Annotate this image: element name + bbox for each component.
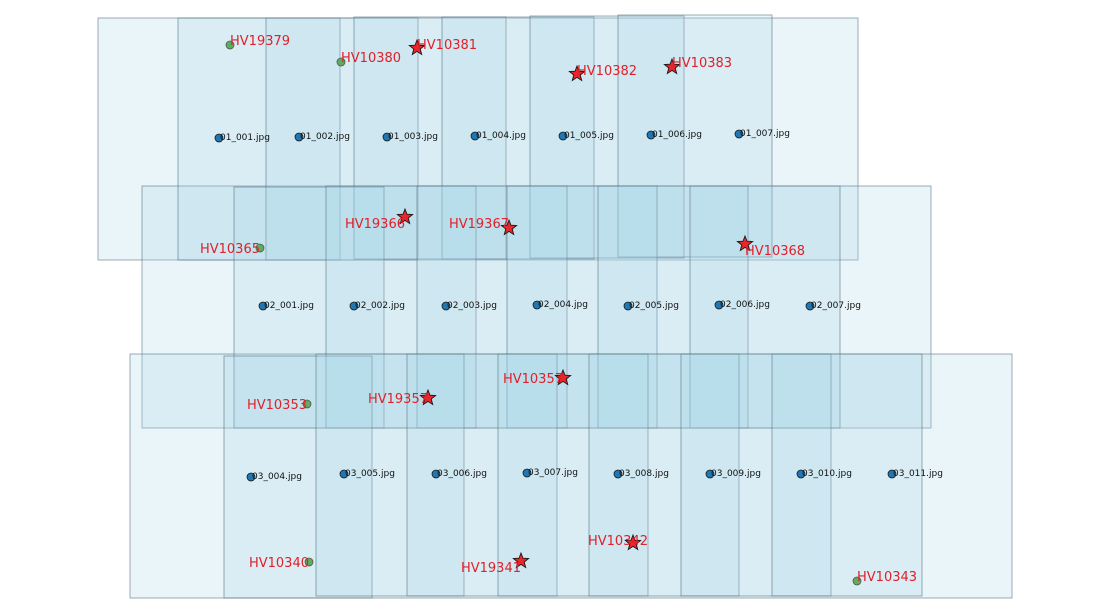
image-center-03-005	[339, 469, 349, 479]
gcp-label-hv10368: HV10368	[745, 244, 805, 259]
gcp-label-hv19357: HV19357	[368, 392, 428, 407]
gcp-marker-hv10343	[852, 576, 862, 586]
gcp-label-hv10357: HV10357	[503, 372, 563, 387]
gcp-marker-hv10342	[624, 533, 642, 551]
gcp-marker-hv10381	[408, 38, 426, 56]
gcp-marker-hv10357	[554, 368, 572, 386]
image-center-02-001	[258, 301, 268, 311]
image-center-01-004	[470, 131, 480, 141]
image-center-02-004	[532, 300, 542, 310]
image-label-01-004: 01_004.jpg	[476, 131, 526, 141]
image-centers: 01_001.jpg 01_002.jpg 01_003.jpg 01_004.jpg…	[214, 129, 943, 482]
image-label-03-011: 03_011.jpg	[893, 469, 943, 479]
gcp-marker-hv19367	[500, 218, 518, 236]
image-label-02-007: 02_007.jpg	[811, 301, 861, 311]
image-label-01-002: 01_002.jpg	[300, 132, 350, 142]
image-center-01-003	[382, 132, 392, 142]
image-center-03-009	[705, 469, 715, 479]
gcp-marker-hv10365	[255, 243, 265, 253]
image-center-01-001	[214, 133, 224, 143]
image-center-02-007	[805, 301, 815, 311]
image-label-02-004: 02_004.jpg	[538, 300, 588, 310]
image-center-01-007	[734, 129, 744, 139]
ground-control-points: HV19379 HV10380 HV10381 HV10382 HV10383 HV103…	[200, 34, 917, 586]
strip-extents	[97, 17, 1013, 599]
image-label-02-005: 02_005.jpg	[629, 301, 679, 311]
image-label-03-009: 03_009.jpg	[711, 469, 761, 479]
image-label-01-001: 01_001.jpg	[220, 133, 270, 143]
gcp-label-hv10340: HV10340	[249, 556, 309, 571]
gcp-label-hv10353: HV10353	[247, 398, 307, 413]
gcp-label-hv10365: HV10365	[200, 242, 260, 257]
gcp-label-hv10382: HV10382	[577, 64, 637, 79]
image-center-03-004	[246, 472, 256, 482]
image-label-03-010: 03_010.jpg	[802, 469, 852, 479]
gcp-label-hv10380: HV10380	[341, 51, 401, 66]
image-center-03-007	[522, 468, 532, 478]
gcp-label-hv10343: HV10343	[857, 570, 917, 585]
gcp-marker-hv19357	[419, 388, 437, 406]
footprint-02-006	[689, 185, 841, 429]
footprint-01-001	[177, 17, 341, 261]
footprint-03-007	[497, 353, 649, 597]
gcp-marker-hv19379	[225, 40, 235, 50]
image-label-01-005: 01_005.jpg	[564, 131, 614, 141]
image-center-02-006	[714, 300, 724, 310]
gcp-marker-hv10353	[302, 399, 312, 409]
image-label-03-006: 03_006.jpg	[437, 469, 487, 479]
image-center-03-010	[796, 469, 806, 479]
footprint-01-005	[529, 15, 685, 259]
image-label-03-004: 03_004.jpg	[252, 472, 302, 482]
image-center-02-003	[441, 301, 451, 311]
footprint-01-003	[353, 16, 507, 260]
image-footprints	[177, 14, 923, 599]
image-center-03-006	[431, 469, 441, 479]
image-label-02-003: 02_003.jpg	[447, 301, 497, 311]
image-center-02-005	[623, 301, 633, 311]
image-label-02-006: 02_006.jpg	[720, 300, 770, 310]
image-center-02-002	[349, 301, 359, 311]
image-label-03-007: 03_007.jpg	[528, 468, 578, 478]
image-center-01-002	[294, 132, 304, 142]
image-label-01-006: 01_006.jpg	[652, 130, 702, 140]
gcp-marker-hv10380	[336, 57, 346, 67]
image-center-01-006	[646, 130, 656, 140]
gcp-label-hv10381: HV10381	[417, 38, 477, 53]
image-label-01-003: 01_003.jpg	[388, 132, 438, 142]
gcp-label-hv19379: HV19379	[230, 34, 290, 49]
gcp-label-hv10342: HV10342	[588, 534, 648, 549]
image-label-03-008: 03_008.jpg	[619, 469, 669, 479]
gcp-label-hv19341: HV19341	[461, 561, 521, 576]
footprint-01-006	[617, 14, 773, 258]
gcp-label-hv19367: HV19367	[449, 217, 509, 232]
image-label-02-001: 02_001.jpg	[264, 301, 314, 311]
gcp-marker-hv19366	[396, 207, 414, 225]
image-center-01-005	[558, 131, 568, 141]
gcp-marker-hv10340	[304, 557, 314, 567]
image-label-03-005: 03_005.jpg	[345, 469, 395, 479]
gcp-marker-hv19341	[512, 551, 530, 569]
gcp-marker-hv10382	[568, 64, 586, 82]
gcp-marker-hv10383	[663, 57, 681, 75]
footprint-02-005	[597, 185, 749, 429]
gcp-label-hv10383: HV10383	[672, 56, 732, 71]
footprint-01-004	[441, 16, 595, 260]
image-center-03-011	[887, 469, 897, 479]
image-label-01-007: 01_007.jpg	[740, 129, 790, 139]
image-label-02-002: 02_002.jpg	[355, 301, 405, 311]
gcp-marker-hv10368	[736, 234, 754, 252]
image-center-03-008	[613, 469, 623, 479]
gcp-label-hv19366: HV19366	[345, 217, 405, 232]
